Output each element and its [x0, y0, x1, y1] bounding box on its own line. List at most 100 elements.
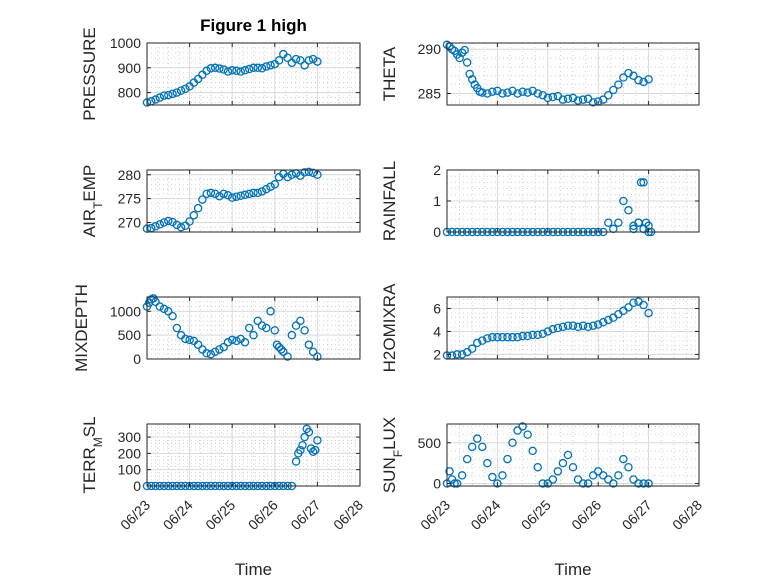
data-point — [563, 321, 573, 330]
data-point — [523, 331, 532, 341]
data-point — [266, 182, 275, 191]
data-point — [270, 326, 280, 335]
x-tick-label: 06/26 — [568, 497, 604, 533]
data-point — [308, 54, 318, 64]
data-point — [588, 321, 598, 330]
data-point — [313, 57, 322, 66]
y-tick-label: 300 — [118, 429, 142, 445]
data-point — [543, 327, 553, 336]
data-point — [543, 479, 553, 488]
data-point — [629, 298, 638, 307]
data-point — [513, 89, 522, 98]
data-point — [614, 471, 623, 480]
y-axis-label: H2OMIXRA — [380, 283, 399, 372]
data-point — [445, 467, 454, 476]
data-point — [498, 89, 507, 98]
data-point — [548, 92, 558, 102]
y-tick-label: 290 — [418, 41, 442, 57]
data-point — [609, 85, 618, 95]
data-point — [219, 342, 228, 352]
data-point — [172, 323, 182, 333]
y-tick-label: 2 — [433, 346, 441, 362]
data-point — [573, 322, 583, 332]
data-point — [298, 440, 307, 450]
y-tick-label: 500 — [118, 327, 142, 343]
data-point — [227, 193, 237, 202]
y-axis-label-part: H2OMIXRA — [380, 283, 399, 372]
data-point — [478, 442, 487, 452]
data-point — [227, 335, 237, 345]
data-point — [283, 172, 292, 182]
data-point — [503, 88, 512, 97]
y-tick-label: 900 — [118, 60, 142, 76]
data-point — [588, 98, 598, 107]
data-point — [151, 95, 160, 104]
axes-frame — [446, 296, 700, 360]
y-axis-label: PRESSURE — [80, 27, 99, 121]
data-point — [493, 332, 502, 342]
data-point — [206, 64, 216, 73]
data-point — [304, 167, 314, 177]
data-point — [210, 63, 220, 73]
data-point — [311, 445, 320, 455]
data-point — [270, 180, 280, 189]
data-point — [262, 62, 271, 71]
data-point — [573, 475, 583, 484]
data-point — [518, 422, 527, 431]
data-point — [598, 471, 608, 480]
axes-frame — [146, 169, 361, 233]
data-point — [168, 217, 177, 227]
data-point — [553, 323, 563, 333]
chart-title: Figure 1 high — [200, 16, 307, 35]
data-point — [578, 479, 588, 488]
y-axis-label-part: SUN — [380, 457, 399, 493]
y-axis-label-part: THETA — [380, 46, 399, 101]
data-point — [181, 221, 190, 231]
data-point — [639, 178, 648, 187]
y-tick-label: 0 — [133, 478, 141, 494]
data-point — [151, 297, 160, 307]
axes-frame — [146, 423, 361, 487]
data-point — [313, 352, 322, 361]
data-point — [488, 472, 497, 482]
data-point — [283, 352, 292, 361]
y-axis-label-part: M — [91, 437, 105, 447]
data-point — [193, 203, 203, 213]
data-point — [624, 206, 633, 215]
data-point — [498, 471, 507, 480]
data-point — [508, 438, 517, 448]
data-point — [568, 462, 578, 472]
data-point — [202, 66, 211, 76]
data-point — [253, 63, 263, 73]
data-point — [614, 218, 623, 227]
data-point — [266, 307, 275, 316]
data-point — [308, 347, 318, 357]
y-tick-label: 285 — [418, 85, 442, 101]
data-point — [518, 87, 527, 96]
y-axis-label-part: T — [91, 201, 105, 209]
plot-area — [147, 43, 360, 105]
data-point — [274, 56, 284, 65]
data-point — [276, 345, 286, 354]
data-point — [266, 61, 275, 70]
data-point — [308, 168, 318, 178]
y-axis-label-part: AIR — [80, 209, 99, 237]
data-point — [483, 89, 492, 98]
data-point — [604, 315, 613, 325]
y-axis-label: RAINFALL — [380, 161, 399, 241]
data-point — [291, 457, 301, 466]
data-point — [533, 330, 542, 340]
y-tick-label: 6 — [433, 300, 441, 316]
data-point — [155, 302, 165, 311]
data-point — [513, 332, 522, 342]
data-point — [164, 90, 173, 100]
data-point — [291, 54, 301, 64]
y-axis-label: THETA — [380, 46, 399, 101]
x-tick-label: 06/26 — [245, 497, 281, 533]
plot-area — [147, 297, 360, 359]
axes-frame — [446, 423, 700, 487]
data-point — [563, 450, 573, 460]
data-point — [287, 330, 297, 340]
